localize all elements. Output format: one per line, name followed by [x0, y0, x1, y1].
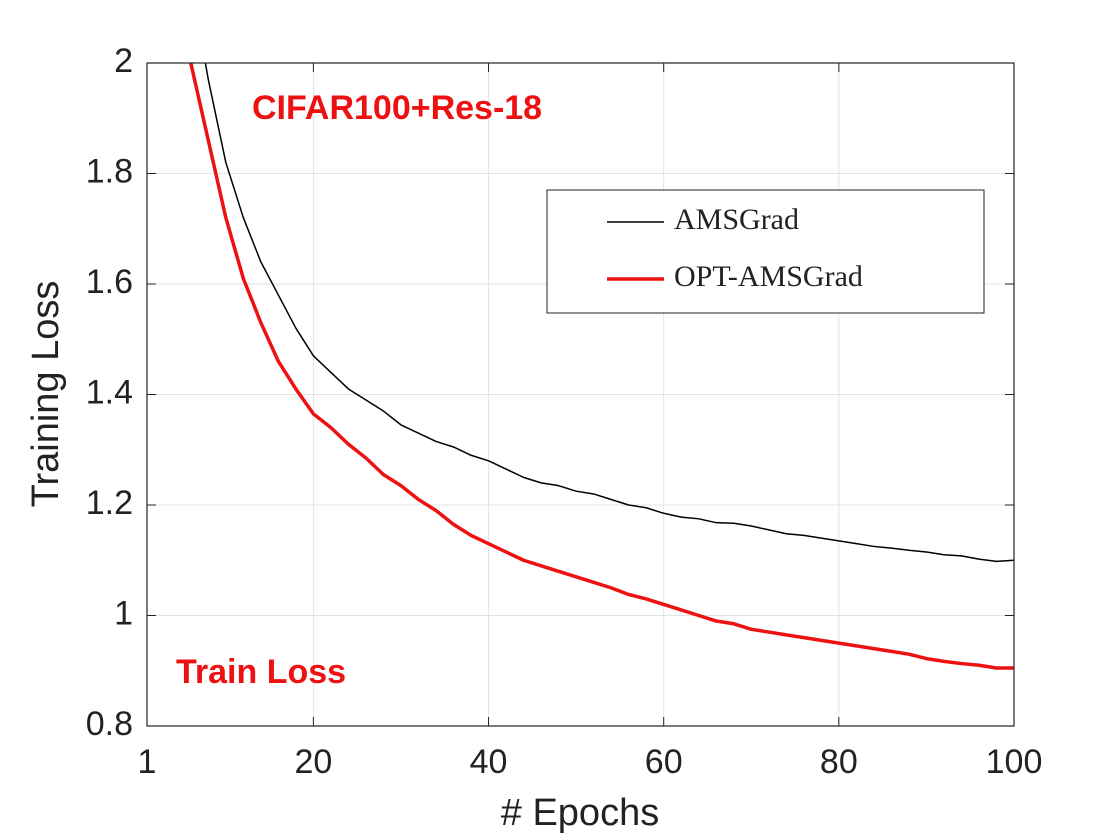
- x-tick-label: 20: [294, 743, 332, 781]
- x-tick-label: 100: [986, 743, 1043, 781]
- y-tick-label: 1.6: [86, 263, 133, 301]
- y-tick-label: 1.2: [86, 484, 133, 522]
- annotation: CIFAR100+Res-18: [252, 89, 542, 127]
- x-tick-label: 80: [820, 743, 858, 781]
- y-tick-label: 1.8: [86, 152, 133, 190]
- y-tick-label: 2: [114, 42, 133, 80]
- x-tick-label: 1: [138, 743, 157, 781]
- y-tick-label: 1: [114, 594, 133, 632]
- y-tick-label: 0.8: [86, 705, 133, 743]
- data-line: [204, 63, 1014, 563]
- y-axis-label: Training Loss: [25, 281, 67, 508]
- x-tick-label: 60: [645, 743, 683, 781]
- x-tick-label: 40: [470, 743, 508, 781]
- data-line: [189, 63, 1014, 670]
- y-tick-label: 1.4: [86, 373, 133, 411]
- annotation: Train Loss: [176, 653, 346, 691]
- x-axis-label: # Epochs: [501, 792, 659, 834]
- legend-label: OPT-AMSGrad: [674, 260, 863, 293]
- legend-label: AMSGrad: [674, 203, 799, 236]
- legend-box: [546, 189, 985, 314]
